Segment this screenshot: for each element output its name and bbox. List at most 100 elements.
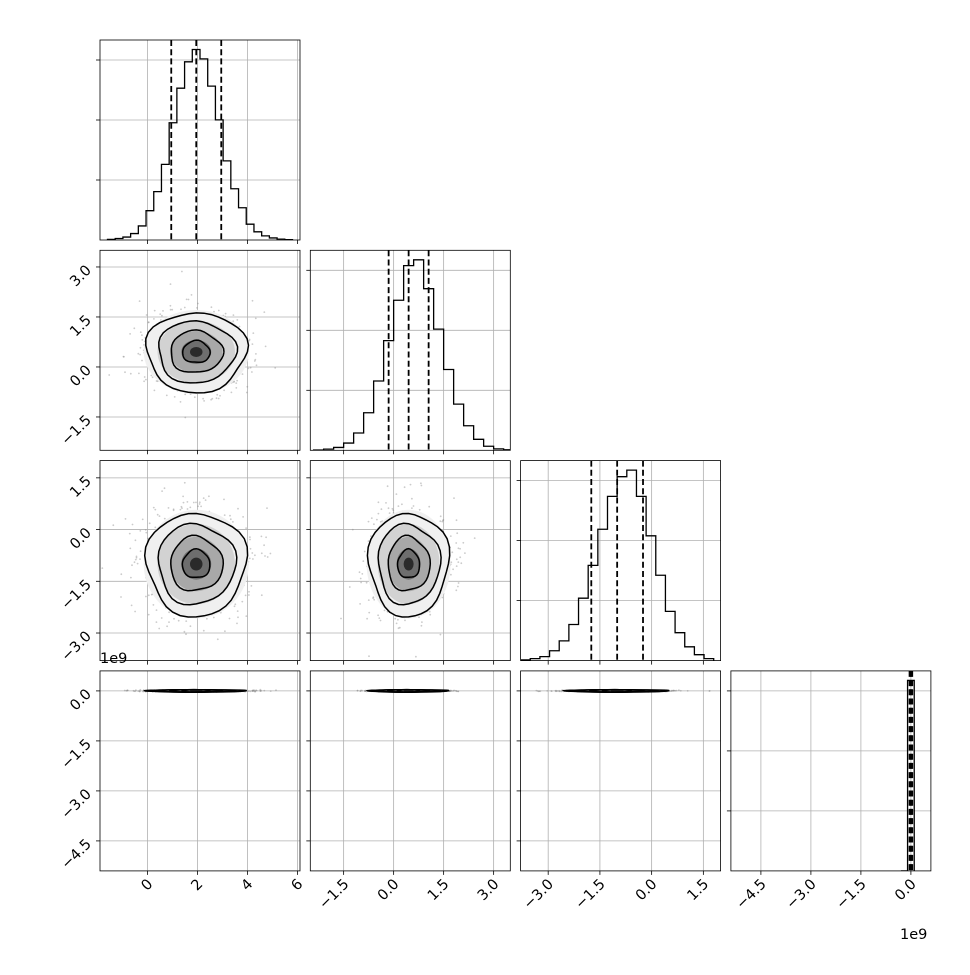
panel-1-0: −1.50.01.53.0	[59, 250, 300, 454]
sample-point	[378, 617, 380, 619]
sample-point	[245, 615, 247, 617]
sample-point	[135, 559, 137, 561]
sample-point	[154, 509, 156, 511]
sample-point	[218, 398, 220, 400]
sample-point	[239, 326, 241, 328]
panel-0-0	[96, 40, 300, 244]
sample-point	[371, 517, 373, 519]
panel-frame	[310, 250, 510, 450]
panel-2-0: −3.0−1.50.01.5	[59, 461, 300, 665]
sample-point	[170, 309, 172, 311]
sample-point	[352, 529, 354, 531]
y-tick-label: 1.5	[67, 312, 95, 340]
sample-point	[131, 564, 133, 566]
sample-point	[464, 552, 466, 554]
sample-point	[157, 514, 159, 516]
sample-point	[211, 398, 213, 400]
sample-point	[246, 386, 248, 388]
sample-point	[252, 343, 254, 345]
sample-point	[349, 586, 351, 588]
sample-point	[138, 373, 140, 375]
sample-point	[373, 599, 375, 601]
sample-point	[264, 555, 266, 557]
sample-point	[275, 689, 277, 691]
sample-point	[365, 690, 367, 692]
sample-point	[364, 551, 366, 553]
sample-point	[174, 396, 176, 398]
sample-point	[546, 690, 548, 692]
sample-point	[195, 502, 197, 504]
sample-point	[173, 509, 175, 511]
sample-point	[376, 519, 378, 521]
sample-point	[154, 527, 156, 529]
x-tick-label: 2	[188, 876, 206, 894]
y-tick-label: −1.5	[59, 577, 95, 613]
sample-point	[340, 618, 342, 620]
sample-point	[368, 612, 370, 614]
sample-point	[148, 322, 150, 324]
sample-point	[148, 594, 150, 596]
sample-point	[366, 618, 368, 620]
sample-point	[457, 561, 459, 563]
sample-point	[178, 620, 180, 622]
sample-point	[134, 611, 136, 613]
sample-point	[199, 503, 201, 505]
sample-point	[254, 359, 256, 361]
sample-point	[399, 627, 401, 629]
sample-point	[261, 552, 263, 554]
sample-point	[133, 690, 135, 692]
sample-point	[236, 623, 238, 625]
sample-point	[235, 387, 237, 389]
sample-point	[242, 516, 244, 518]
sample-point	[232, 521, 234, 523]
sample-point	[421, 625, 423, 627]
y-tick-label: 0.0	[67, 362, 95, 390]
sample-point	[440, 515, 442, 517]
sample-point	[236, 380, 238, 382]
sample-point	[256, 364, 258, 366]
sample-point	[185, 620, 187, 622]
sample-point	[211, 306, 213, 308]
sample-point	[439, 520, 441, 522]
sample-point	[139, 530, 141, 532]
sample-point	[237, 508, 239, 510]
sample-point	[154, 390, 156, 392]
y-tick-label: −3.0	[59, 786, 95, 822]
sample-point	[141, 360, 143, 362]
y-tick-label: 0.0	[67, 686, 95, 714]
sample-point	[384, 610, 386, 612]
sample-point	[213, 617, 215, 619]
sample-point	[229, 618, 231, 620]
sample-point	[460, 562, 462, 564]
sample-point	[200, 506, 202, 508]
sample-point	[180, 401, 182, 403]
sample-point	[450, 535, 452, 537]
y-tick-label: 3.0	[67, 262, 95, 290]
sample-point	[396, 623, 398, 625]
sample-point	[302, 690, 304, 692]
density-fill	[190, 347, 203, 357]
sample-point	[186, 299, 188, 301]
sample-point	[255, 353, 257, 355]
panel-inner	[100, 461, 300, 661]
sample-point	[170, 305, 172, 307]
sample-point	[223, 389, 225, 391]
sample-point	[457, 691, 459, 693]
sample-point	[129, 548, 131, 550]
sample-point	[187, 501, 189, 503]
y-tick-label: 1.5	[67, 473, 95, 501]
sample-point	[156, 621, 158, 623]
sample-point	[182, 496, 184, 498]
sample-point	[133, 327, 135, 329]
sample-point	[131, 605, 133, 607]
sample-point	[150, 375, 152, 377]
sample-point	[171, 309, 173, 311]
sample-point	[380, 521, 382, 523]
sample-point	[388, 507, 390, 509]
y-tick-label: −4.5	[59, 836, 95, 872]
sample-point	[168, 611, 170, 613]
sample-point	[396, 493, 398, 495]
sample-point	[397, 619, 399, 621]
sample-point	[372, 597, 374, 599]
